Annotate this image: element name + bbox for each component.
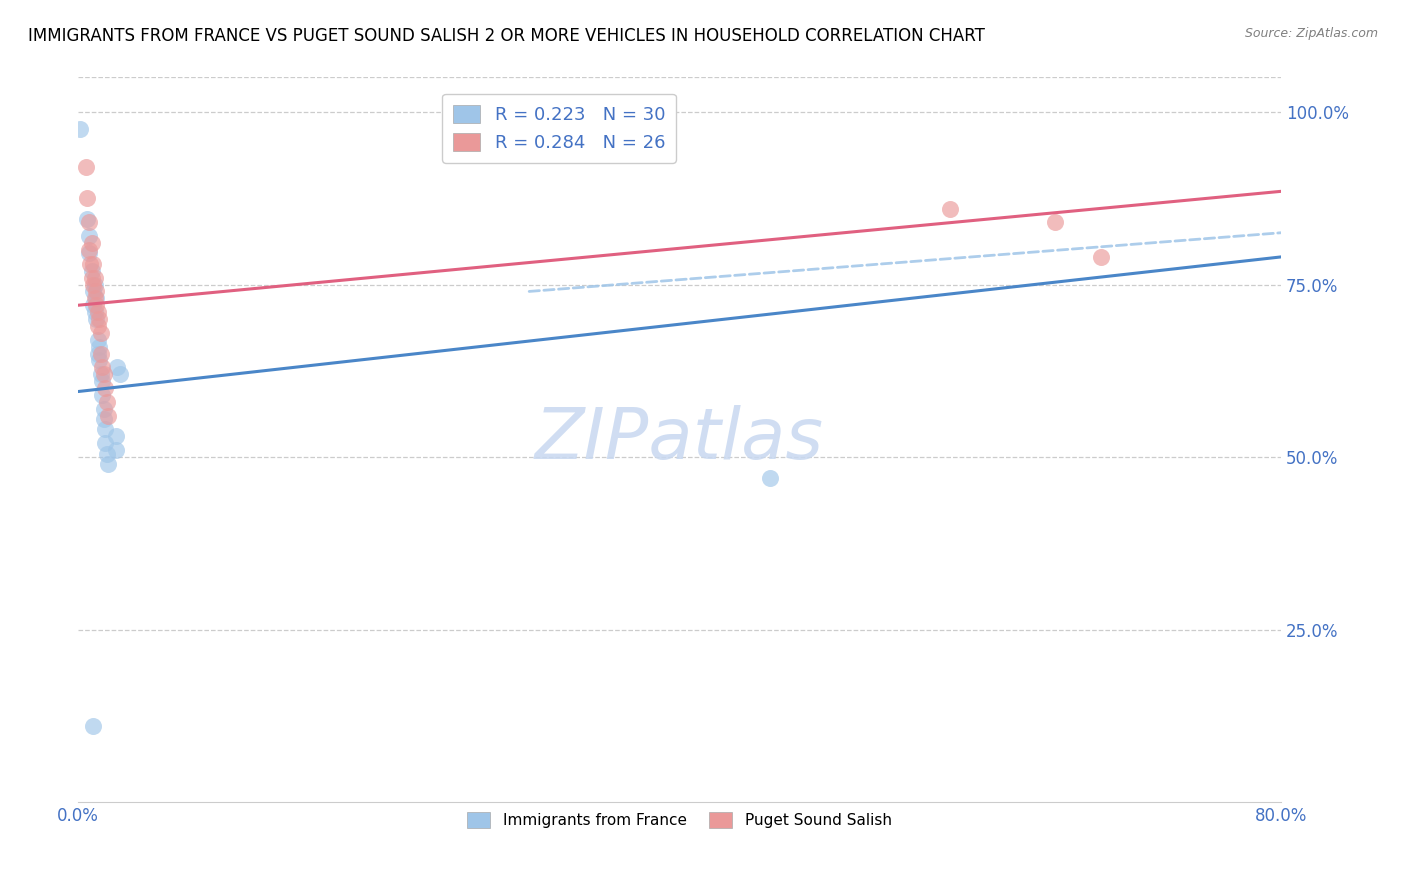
Point	[80, 264, 103, 278]
Point	[86, 333, 108, 347]
Point	[82, 298, 104, 312]
Point	[84, 285, 107, 299]
Point	[96, 395, 118, 409]
Point	[77, 243, 100, 257]
Point	[80, 236, 103, 251]
Point	[105, 360, 128, 375]
Point	[89, 312, 111, 326]
Point	[89, 353, 111, 368]
Text: Source: ZipAtlas.com: Source: ZipAtlas.com	[1244, 27, 1378, 40]
Legend: Immigrants from France, Puget Sound Salish: Immigrants from France, Puget Sound Sali…	[461, 806, 898, 835]
Point	[83, 277, 105, 292]
Point	[83, 305, 105, 319]
Point	[110, 368, 132, 382]
Point	[82, 257, 104, 271]
Point	[84, 291, 107, 305]
Point	[91, 388, 114, 402]
Point	[104, 429, 127, 443]
Point	[77, 246, 100, 260]
Point	[77, 229, 100, 244]
Point	[939, 202, 962, 216]
Point	[86, 346, 108, 360]
Point	[90, 346, 112, 360]
Point	[94, 436, 117, 450]
Point	[84, 312, 107, 326]
Point	[86, 318, 108, 333]
Text: ZIPatlas: ZIPatlas	[536, 405, 824, 475]
Point	[69, 122, 91, 136]
Point	[77, 215, 100, 229]
Point	[82, 719, 104, 733]
Point	[76, 211, 98, 226]
Point	[75, 160, 97, 174]
Point	[97, 457, 120, 471]
Point	[79, 257, 101, 271]
Point	[90, 368, 112, 382]
Point	[1045, 215, 1067, 229]
Point	[94, 381, 117, 395]
Point	[89, 340, 111, 354]
Point	[91, 374, 114, 388]
Point	[93, 401, 115, 416]
Point	[91, 360, 114, 375]
Text: IMMIGRANTS FROM FRANCE VS PUGET SOUND SALISH 2 OR MORE VEHICLES IN HOUSEHOLD COR: IMMIGRANTS FROM FRANCE VS PUGET SOUND SA…	[28, 27, 986, 45]
Point	[82, 285, 104, 299]
Point	[758, 471, 780, 485]
Point	[83, 291, 105, 305]
Point	[1090, 250, 1112, 264]
Point	[90, 326, 112, 340]
Point	[82, 277, 104, 292]
Point	[94, 422, 117, 436]
Point	[84, 298, 107, 312]
Point	[76, 191, 98, 205]
Point	[80, 270, 103, 285]
Point	[104, 443, 127, 458]
Point	[97, 409, 120, 423]
Point	[93, 368, 115, 382]
Point	[93, 412, 115, 426]
Point	[83, 270, 105, 285]
Point	[86, 305, 108, 319]
Point	[96, 447, 118, 461]
